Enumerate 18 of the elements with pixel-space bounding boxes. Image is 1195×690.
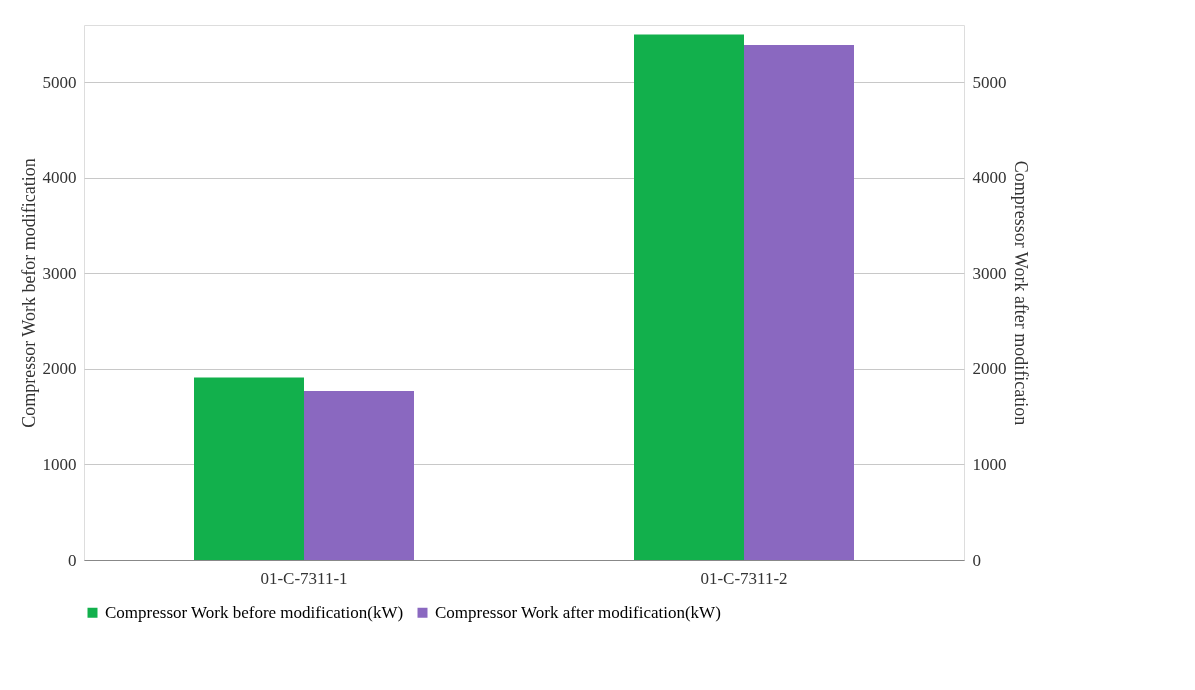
y-tick-label: 0 — [68, 550, 77, 570]
y-tick-label: 2000 — [42, 359, 77, 379]
y-axis-title: Compressor Work befor modification — [18, 158, 39, 428]
y-tick-label: 1000 — [42, 454, 77, 474]
y2-tick-label: 3000 — [972, 263, 1007, 283]
y2-tick-label: 2000 — [972, 359, 1007, 379]
y2-tick-label: 1000 — [972, 454, 1007, 474]
x-tick-label: 01-C-7311-2 — [700, 568, 788, 588]
legend-label: Compressor Work before modification(kW) — [105, 602, 404, 622]
y2-tick-label: 4000 — [972, 168, 1007, 188]
y-tick-label: 4000 — [42, 168, 77, 188]
legend-label: Compressor Work after modification(kW) — [435, 602, 721, 622]
y2-tick-label: 5000 — [972, 72, 1007, 92]
y2-tick-label: 0 — [972, 550, 981, 570]
y-tick-label: 3000 — [42, 263, 77, 283]
y2-axis-title: Compressor Work after modification — [1010, 160, 1031, 426]
x-tick-label: 01-C-7311-1 — [260, 568, 348, 588]
y-tick-label: 5000 — [42, 72, 77, 92]
